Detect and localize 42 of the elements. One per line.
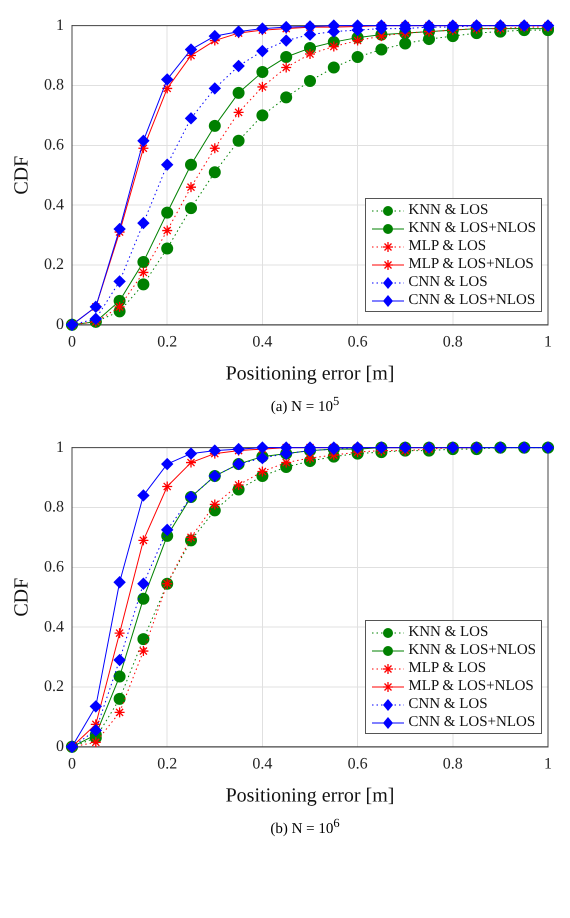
y-tick-label: 0.6	[44, 558, 64, 576]
legend-label: MLP & LOS	[408, 238, 486, 254]
x-tick-label: 1	[544, 334, 552, 351]
y-tick-label: 0.6	[44, 136, 64, 154]
x-tick-label: 0.8	[442, 756, 463, 773]
x-tick-label: 0	[68, 756, 76, 773]
legend-label: KNN & LOS+NLOS	[408, 220, 536, 236]
x-axis-title: Positioning error [m]	[226, 784, 394, 806]
y-tick-label: 0	[56, 316, 64, 334]
x-tick-label: 0.2	[157, 756, 178, 773]
y-tick-label: 0.8	[44, 76, 64, 94]
legend-label: CNN & LOS	[408, 696, 488, 712]
y-tick-label: 1	[56, 438, 64, 456]
legend-label: MLP & LOS	[408, 660, 486, 676]
y-tick-label: 0	[56, 738, 64, 756]
x-tick-label: 0	[68, 334, 76, 351]
y-tick-label: 0.4	[44, 618, 64, 636]
y-tick-label: 0.2	[44, 256, 64, 274]
legend-label: CNN & LOS+NLOS	[408, 292, 536, 308]
text: (b) N = 10$^{6}$	[269, 815, 341, 839]
legend-label: CNN & LOS+NLOS	[408, 714, 536, 730]
legend-label: MLP & LOS+NLOS	[408, 256, 534, 272]
legend-label: KNN & LOS	[408, 202, 488, 218]
x-tick-label: 0.4	[252, 756, 272, 773]
y-tick-label: 0.2	[44, 678, 64, 696]
y-tick-label: 1	[56, 16, 64, 34]
x-tick-label: 0.2	[157, 334, 178, 351]
y-tick-label: 0.4	[44, 196, 64, 214]
legend-label: KNN & LOS	[408, 624, 488, 640]
text: (a) N = 10$^{5}$	[270, 393, 340, 417]
y-axis-title: CDF	[10, 156, 32, 195]
y-tick-label: 0.8	[44, 498, 64, 516]
x-axis-title: Positioning error [m]	[226, 362, 394, 384]
legend-label: MLP & LOS+NLOS	[408, 678, 534, 694]
x-tick-label: 0.4	[252, 334, 272, 351]
x-tick-label: 0.6	[348, 334, 368, 351]
x-tick-label: 0.8	[442, 334, 463, 351]
x-tick-label: 0.6	[348, 756, 368, 773]
y-axis-title: CDF	[10, 578, 32, 617]
legend-label: CNN & LOS	[408, 274, 488, 290]
legend-label: KNN & LOS+NLOS	[408, 642, 536, 658]
x-tick-label: 1	[544, 756, 552, 773]
